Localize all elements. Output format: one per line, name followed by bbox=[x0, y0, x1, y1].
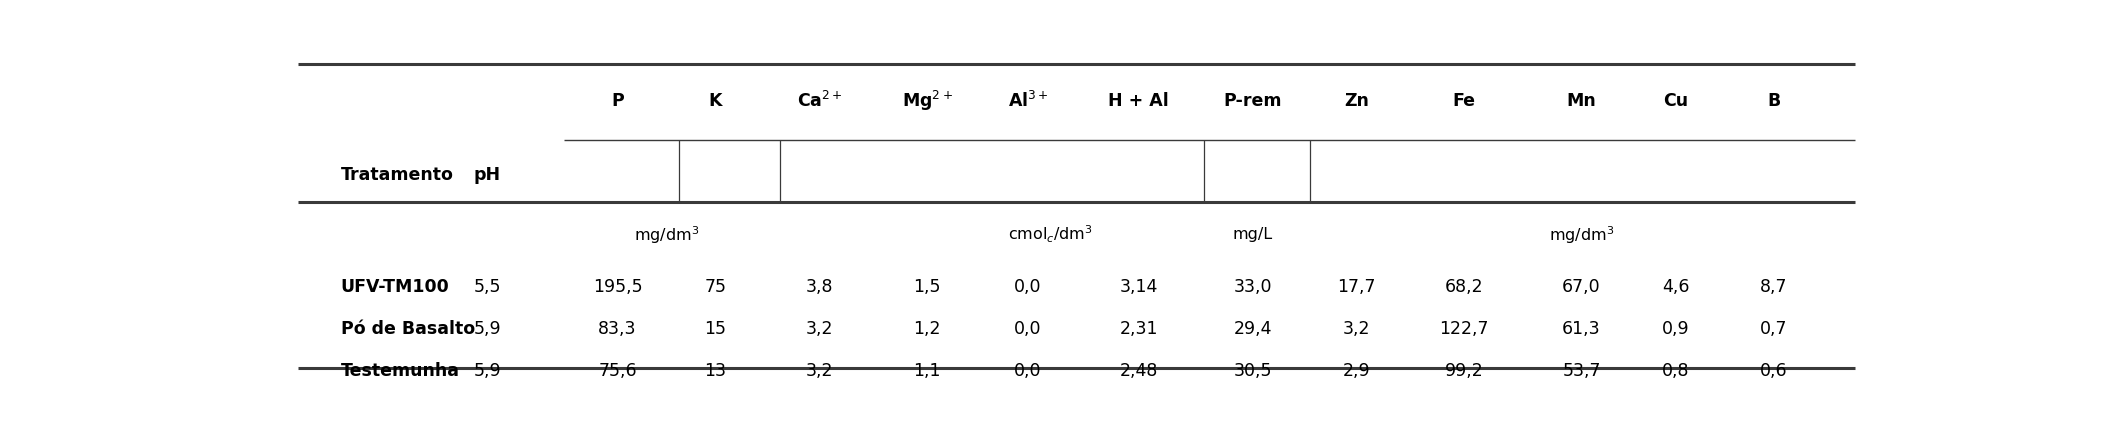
Text: mg/dm$^3$: mg/dm$^3$ bbox=[635, 224, 700, 246]
Text: 83,3: 83,3 bbox=[599, 320, 637, 338]
Text: Tratamento: Tratamento bbox=[340, 165, 454, 184]
Text: P-rem: P-rem bbox=[1223, 92, 1282, 110]
Text: 30,5: 30,5 bbox=[1233, 362, 1271, 379]
Text: 1,2: 1,2 bbox=[914, 320, 941, 338]
Text: P: P bbox=[611, 92, 624, 110]
Text: UFV-TM100: UFV-TM100 bbox=[340, 278, 450, 296]
Text: 68,2: 68,2 bbox=[1445, 278, 1483, 296]
Text: 0,9: 0,9 bbox=[1662, 320, 1689, 338]
Text: 99,2: 99,2 bbox=[1445, 362, 1483, 379]
Text: Cu: Cu bbox=[1664, 92, 1689, 110]
Text: cmol$_c$/dm$^3$: cmol$_c$/dm$^3$ bbox=[1008, 224, 1093, 245]
Text: 2,48: 2,48 bbox=[1120, 362, 1158, 379]
Text: 3,2: 3,2 bbox=[807, 320, 834, 338]
Text: 75,6: 75,6 bbox=[599, 362, 637, 379]
Text: 5,9: 5,9 bbox=[473, 320, 502, 338]
Text: 5,5: 5,5 bbox=[473, 278, 500, 296]
Text: H + Al: H + Al bbox=[1107, 92, 1168, 110]
Text: 1,5: 1,5 bbox=[914, 278, 941, 296]
Text: Pó de Basalto: Pó de Basalto bbox=[340, 320, 475, 338]
Text: 53,7: 53,7 bbox=[1563, 362, 1601, 379]
Text: 2,31: 2,31 bbox=[1120, 320, 1158, 338]
Text: 2,9: 2,9 bbox=[1343, 362, 1370, 379]
Text: 1,1: 1,1 bbox=[914, 362, 941, 379]
Text: 61,3: 61,3 bbox=[1563, 320, 1601, 338]
Text: 4,6: 4,6 bbox=[1662, 278, 1689, 296]
Text: Al$^{3+}$: Al$^{3+}$ bbox=[1008, 91, 1048, 111]
Text: 0,0: 0,0 bbox=[1015, 362, 1042, 379]
Text: Ca$^{2+}$: Ca$^{2+}$ bbox=[796, 91, 843, 111]
Text: Zn: Zn bbox=[1345, 92, 1370, 110]
Text: 15: 15 bbox=[704, 320, 727, 338]
Text: K: K bbox=[708, 92, 723, 110]
Text: 0,0: 0,0 bbox=[1015, 278, 1042, 296]
Text: 17,7: 17,7 bbox=[1338, 278, 1376, 296]
Text: 33,0: 33,0 bbox=[1233, 278, 1271, 296]
Text: mg/dm$^3$: mg/dm$^3$ bbox=[1548, 224, 1614, 246]
Text: Mn: Mn bbox=[1567, 92, 1597, 110]
Text: 3,8: 3,8 bbox=[807, 278, 834, 296]
Text: 0,7: 0,7 bbox=[1761, 320, 1788, 338]
Text: 67,0: 67,0 bbox=[1563, 278, 1601, 296]
Text: 13: 13 bbox=[704, 362, 727, 379]
Text: 3,14: 3,14 bbox=[1120, 278, 1158, 296]
Text: 3,2: 3,2 bbox=[1343, 320, 1370, 338]
Text: 0,6: 0,6 bbox=[1761, 362, 1788, 379]
Text: 122,7: 122,7 bbox=[1439, 320, 1490, 338]
Text: mg/L: mg/L bbox=[1233, 227, 1273, 242]
Text: 75: 75 bbox=[704, 278, 727, 296]
Text: 0,8: 0,8 bbox=[1662, 362, 1689, 379]
Text: 195,5: 195,5 bbox=[592, 278, 643, 296]
Text: 0,0: 0,0 bbox=[1015, 320, 1042, 338]
Text: pH: pH bbox=[473, 165, 500, 184]
Text: 5,9: 5,9 bbox=[473, 362, 502, 379]
Text: 3,2: 3,2 bbox=[807, 362, 834, 379]
Text: Testemunha: Testemunha bbox=[340, 362, 460, 379]
Text: Fe: Fe bbox=[1452, 92, 1475, 110]
Text: 29,4: 29,4 bbox=[1233, 320, 1271, 338]
Text: Mg$^{2+}$: Mg$^{2+}$ bbox=[901, 89, 952, 113]
Text: 8,7: 8,7 bbox=[1761, 278, 1788, 296]
Text: B: B bbox=[1767, 92, 1780, 110]
